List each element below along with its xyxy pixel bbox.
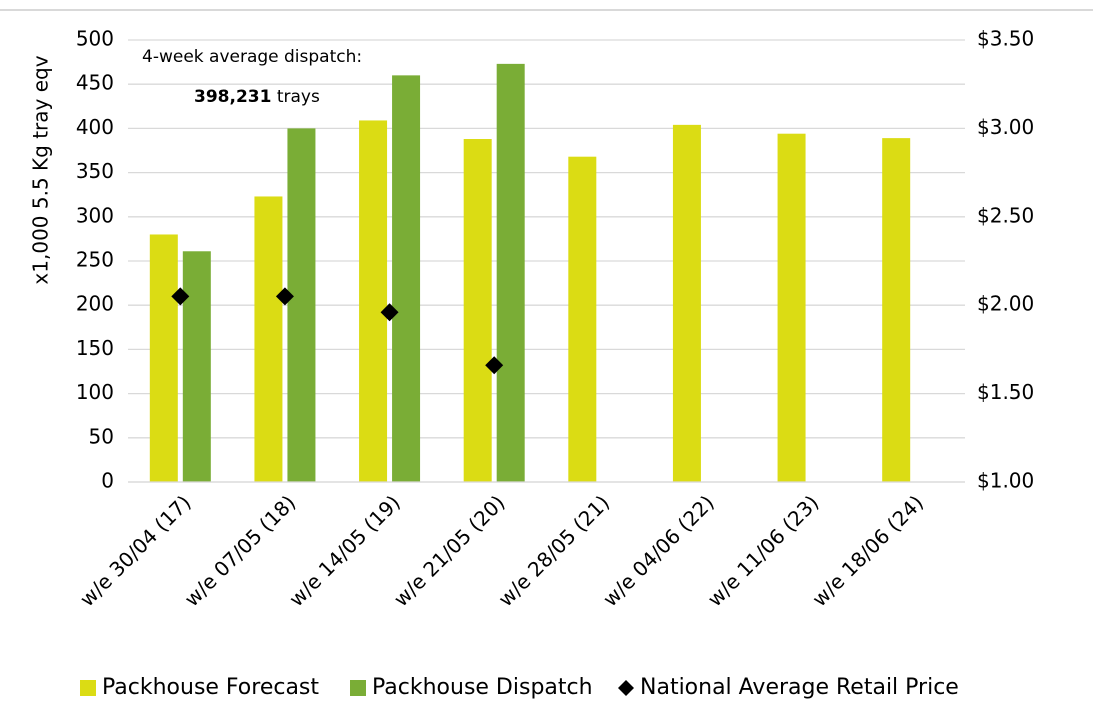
legend-label: Packhouse Forecast <box>102 675 319 700</box>
x-tick-label: w/e 11/06 (23) <box>703 490 824 611</box>
y2-tick-label: $3.00 <box>977 115 1034 139</box>
y-tick-label: 200 <box>76 292 114 316</box>
bar <box>882 138 911 482</box>
y2-tick-label: $2.00 <box>977 292 1034 316</box>
x-tick-label: w/e 04/06 (22) <box>598 490 719 611</box>
y2-tick-label: $2.50 <box>977 203 1034 227</box>
legend-label: Packhouse Dispatch <box>372 675 593 700</box>
y-tick-label: 300 <box>76 203 114 227</box>
y2-tick-label: $1.00 <box>977 469 1034 493</box>
annotation: 4-week average dispatch: <box>142 47 362 67</box>
y2-tick-label: $1.50 <box>977 380 1034 404</box>
bar <box>496 63 525 482</box>
x-tick-label: w/e 14/05 (19) <box>284 490 405 611</box>
y-tick-label: 500 <box>76 27 114 51</box>
bar <box>359 120 388 482</box>
x-tick-label: w/e 21/05 (20) <box>389 490 510 611</box>
point <box>380 303 399 322</box>
point <box>171 287 190 306</box>
y-tick-label: 100 <box>76 380 114 404</box>
annotation-value: 398,231 <box>194 87 271 107</box>
bar <box>149 234 178 482</box>
bar <box>254 196 283 482</box>
y-tick-label: 0 <box>101 469 114 493</box>
y-axis-label: x1,000 5.5 Kg tray eqv <box>29 55 53 284</box>
bar <box>672 124 701 482</box>
annotation-unit: trays <box>277 87 320 107</box>
bar <box>392 75 421 483</box>
bar <box>463 139 492 482</box>
x-tick-label: w/e 28/05 (21) <box>493 490 614 611</box>
point <box>275 287 294 306</box>
legend-swatch <box>350 680 366 696</box>
bar <box>287 128 316 482</box>
legend-label: National Average Retail Price <box>640 675 959 700</box>
y-tick-label: 250 <box>76 248 114 272</box>
y2-tick-label: $3.50 <box>977 27 1034 51</box>
y-tick-label: 450 <box>76 71 114 95</box>
y-tick-label: 50 <box>89 424 114 448</box>
x-tick-label: w/e 07/05 (18) <box>180 490 301 611</box>
x-tick-label: w/e 18/06 (24) <box>807 490 928 611</box>
y-tick-label: 400 <box>76 115 114 139</box>
annotation: 398,231 trays <box>194 87 320 107</box>
legend-swatch <box>80 680 96 696</box>
legend-swatch <box>618 680 634 696</box>
y-tick-label: 150 <box>76 336 114 360</box>
y-tick-label: 350 <box>76 159 114 183</box>
bar <box>182 251 211 482</box>
bar <box>777 133 806 483</box>
x-tick-label: w/e 30/04 (17) <box>75 490 196 611</box>
bar <box>568 156 597 483</box>
point <box>485 356 504 375</box>
